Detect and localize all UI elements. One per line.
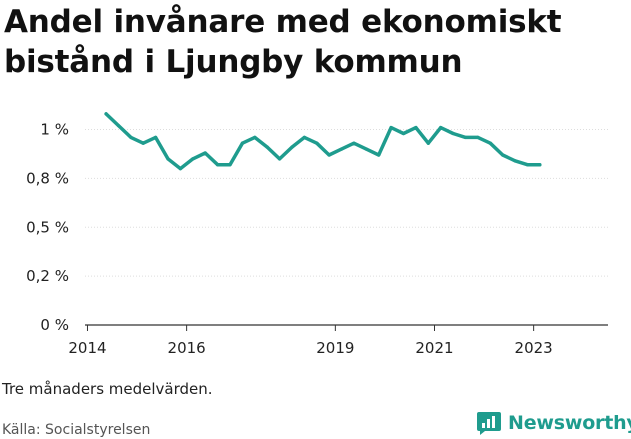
data-point — [253, 135, 257, 139]
x-tick-label: 2019 — [316, 339, 354, 357]
newsworthy-logo-icon — [477, 412, 501, 435]
data-point — [451, 131, 455, 136]
data-point — [141, 141, 145, 145]
data-point — [104, 112, 108, 116]
data-point — [364, 147, 368, 151]
data-point — [154, 135, 158, 139]
x-tick-label: 2023 — [515, 339, 553, 357]
chart-title: Andel invånare med ekonomiskt bistånd i … — [4, 4, 562, 80]
y-tick-label: 0 % — [40, 316, 69, 334]
data-point — [401, 131, 406, 136]
data-point — [488, 141, 492, 145]
data-point — [278, 157, 282, 161]
y-tick-label: 0,5 % — [26, 218, 69, 236]
data-point — [513, 159, 517, 163]
data-point — [178, 167, 182, 171]
y-axis-labels: 0 % 0,2 % 0,5 % 0,8 % 1 % — [26, 121, 69, 334]
source-label: Källa: Socialstyrelsen — [2, 422, 151, 438]
data-point — [116, 124, 121, 128]
data-point — [240, 141, 244, 145]
data-point — [426, 141, 430, 145]
data-point — [339, 147, 344, 151]
data-point — [302, 135, 306, 139]
x-axis-labels: 2014 2016 2019 2021 2023 — [68, 339, 552, 357]
data-point — [216, 163, 220, 167]
x-tick-label: 2021 — [415, 339, 453, 357]
series-layer — [104, 112, 542, 171]
x-tick-label: 2014 — [68, 339, 106, 357]
data-point — [525, 163, 530, 167]
data-point — [414, 126, 418, 130]
data-point — [191, 157, 195, 161]
y-tick-label: 0,2 % — [26, 267, 69, 285]
data-point — [389, 126, 393, 130]
data-point — [377, 153, 381, 157]
data-point — [228, 163, 232, 167]
data-point — [327, 153, 331, 157]
data-point — [315, 141, 319, 145]
series-line — [104, 112, 542, 171]
brand-name: Newsworthy — [508, 412, 631, 434]
x-axis — [85, 324, 608, 331]
data-point — [501, 153, 505, 157]
data-point — [352, 141, 356, 145]
grid-lines — [85, 129, 608, 277]
data-point — [290, 145, 294, 149]
chart-note: Tre månaders medelvärden. — [2, 380, 213, 398]
brand-logo: Newsworthy — [476, 410, 631, 436]
y-tick-label: 1 % — [40, 121, 69, 139]
data-point — [463, 135, 468, 139]
data-point — [439, 126, 443, 130]
line-chart: 0 %0,2 %0,5 %0,8 %1 % 2014 2016 2019 2021 20… — [26, 112, 608, 357]
y-tick-label: 0,8 % — [26, 169, 69, 187]
data-point — [538, 163, 542, 167]
data-point — [166, 157, 170, 161]
data-point — [129, 135, 133, 139]
data-point — [265, 145, 269, 149]
data-point — [476, 135, 480, 139]
data-point — [203, 151, 207, 155]
x-tick-label: 2016 — [168, 339, 206, 357]
